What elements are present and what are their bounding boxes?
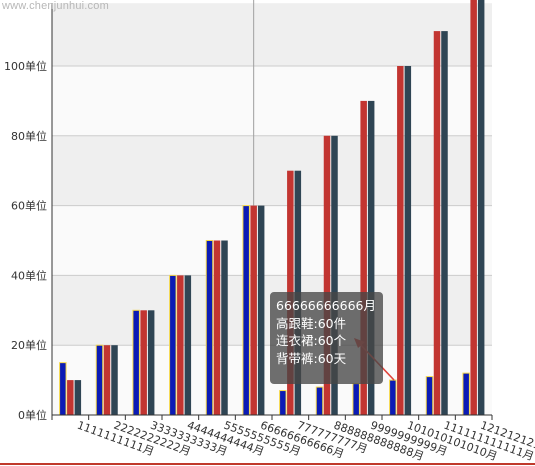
- bar-dress: [397, 66, 404, 415]
- watermark: www.chenjunhui.com: [2, 0, 109, 12]
- bar-dress: [140, 310, 147, 415]
- bar-heels: [315, 386, 324, 416]
- bar-heels: [205, 240, 214, 416]
- bar-heels: [352, 383, 360, 416]
- bar-overalls: [477, 0, 485, 415]
- y-tick-label: 60单位: [11, 199, 47, 213]
- y-axis: 0单位 20单位 40单位 60单位 80单位 100单位: [4, 3, 53, 422]
- bar-heels: [169, 274, 177, 416]
- bar-heels: [389, 379, 397, 416]
- bar-heels: [132, 309, 140, 416]
- bar-dress: [470, 0, 477, 415]
- y-tick-label: 100单位: [4, 59, 47, 73]
- bar-overalls: [74, 380, 82, 415]
- bar-overalls: [441, 31, 448, 415]
- tooltip-line-heels: 高跟鞋:60件: [276, 315, 347, 331]
- tooltip-title: 66666666666月: [276, 298, 376, 313]
- bar-overalls: [147, 310, 155, 415]
- bar-dress: [103, 345, 111, 415]
- bar-overalls: [184, 275, 192, 415]
- bar-dress: [433, 31, 441, 415]
- bar-heels: [242, 205, 250, 416]
- split-area-band: [52, 66, 492, 136]
- bar-dress: [250, 205, 257, 415]
- y-tick-label: 20单位: [11, 338, 47, 352]
- x-axis: 1111111111月2222222222月3333333333月4444444…: [51, 414, 535, 463]
- bar-overalls: [257, 205, 265, 415]
- bar-dress: [213, 240, 221, 415]
- tooltip-line-overalls: 背带裤:60天: [276, 350, 347, 366]
- bar-dress: [67, 380, 74, 415]
- y-tick-label: 0单位: [18, 408, 47, 422]
- tooltip: 66666666666月 高跟鞋:60件 连衣裙:60个 背带裤:60天: [270, 292, 383, 384]
- bar-heels: [95, 344, 104, 416]
- bar-overalls: [331, 135, 338, 416]
- split-area-band: [52, 135, 492, 206]
- bars: [59, 0, 485, 416]
- bar-heels: [279, 390, 287, 416]
- bar-heels: [462, 372, 470, 416]
- split-area-band: [52, 3, 492, 66]
- split-area-band: [52, 205, 492, 276]
- y-tick-label: 80单位: [11, 129, 47, 143]
- bar-overalls: [404, 66, 412, 415]
- bar-heels: [59, 362, 67, 416]
- bar-dress: [177, 275, 184, 415]
- bar-dress: [360, 100, 367, 416]
- y-tick-label: 40单位: [11, 268, 47, 282]
- grid-lines: [52, 65, 492, 346]
- split-areas: [52, 3, 492, 415]
- bar-dress: [323, 135, 331, 416]
- bar-overalls: [221, 240, 228, 415]
- bottom-divider: [0, 463, 535, 465]
- tooltip-line-dress: 连衣裙:60个: [276, 333, 347, 348]
- bar-overalls: [367, 100, 375, 416]
- bar-heels: [425, 376, 434, 416]
- bar-overalls: [111, 345, 118, 415]
